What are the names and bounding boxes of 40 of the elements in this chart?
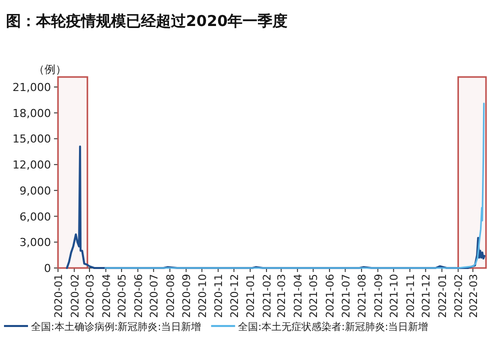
x-tick-label: 2021-11 bbox=[404, 274, 417, 318]
x-tick-label: 2020-04 bbox=[100, 274, 113, 318]
legend-label: 全国:本土确诊病例:新冠肺炎:当日新增 bbox=[31, 321, 202, 333]
x-tick-label: 2020-11 bbox=[213, 274, 226, 318]
x-tick-label: 2022-01 bbox=[436, 274, 449, 318]
x-tick-label: 2020-02 bbox=[69, 274, 82, 318]
legend-label: 全国:本土无症状感染者:新冠肺炎:当日新增 bbox=[238, 321, 428, 333]
x-tick-label: 2020-07 bbox=[148, 274, 161, 318]
y-tick-label: 0 bbox=[44, 262, 51, 275]
x-tick-label: 2021-07 bbox=[340, 274, 352, 318]
x-tick-label: 2021-09 bbox=[372, 274, 385, 318]
x-tick-label: 2020-05 bbox=[116, 274, 129, 318]
x-tick-label: 2021-05 bbox=[308, 274, 320, 318]
x-tick-label: 2021-02 bbox=[261, 274, 274, 318]
x-tick-label: 2020-08 bbox=[164, 274, 177, 318]
x-tick-label: 2021-10 bbox=[388, 274, 401, 318]
y-tick-label: 21,000 bbox=[12, 81, 51, 94]
x-tick-label: 2022-03 bbox=[468, 274, 480, 318]
x-tick-label: 2020-01 bbox=[53, 274, 65, 318]
line-series bbox=[104, 102, 485, 269]
x-tick-label: 2021-12 bbox=[420, 274, 433, 318]
x-tick-label: 2021-04 bbox=[292, 274, 304, 318]
y-tick-label: 15,000 bbox=[12, 132, 51, 146]
x-tick-label: 2021-08 bbox=[356, 274, 369, 318]
x-tick-label: 2020-06 bbox=[132, 274, 145, 318]
x-tick-label: 2021-01 bbox=[245, 274, 258, 318]
x-tick-label: 2020-09 bbox=[181, 274, 194, 318]
x-tick-label: 2020-10 bbox=[196, 274, 209, 318]
y-tick-label: 3,000 bbox=[20, 236, 51, 250]
x-tick-label: 2020-03 bbox=[84, 274, 97, 318]
chart-title: 图：本轮疫情规模已经超过2020年一季度 bbox=[6, 12, 288, 30]
x-tick-label: 2020-12 bbox=[228, 274, 241, 318]
y-axis-title: （例） bbox=[34, 63, 66, 76]
y-tick-label: 6,000 bbox=[20, 210, 51, 224]
y-tick-label: 18,000 bbox=[12, 106, 51, 120]
x-tick-label: 2021-03 bbox=[276, 274, 288, 318]
y-tick-label: 9,000 bbox=[20, 184, 51, 198]
y-tick-label: 12,000 bbox=[12, 158, 51, 172]
x-tick-label: 2021-06 bbox=[324, 274, 337, 318]
x-tick-label: 2022-02 bbox=[453, 274, 466, 318]
